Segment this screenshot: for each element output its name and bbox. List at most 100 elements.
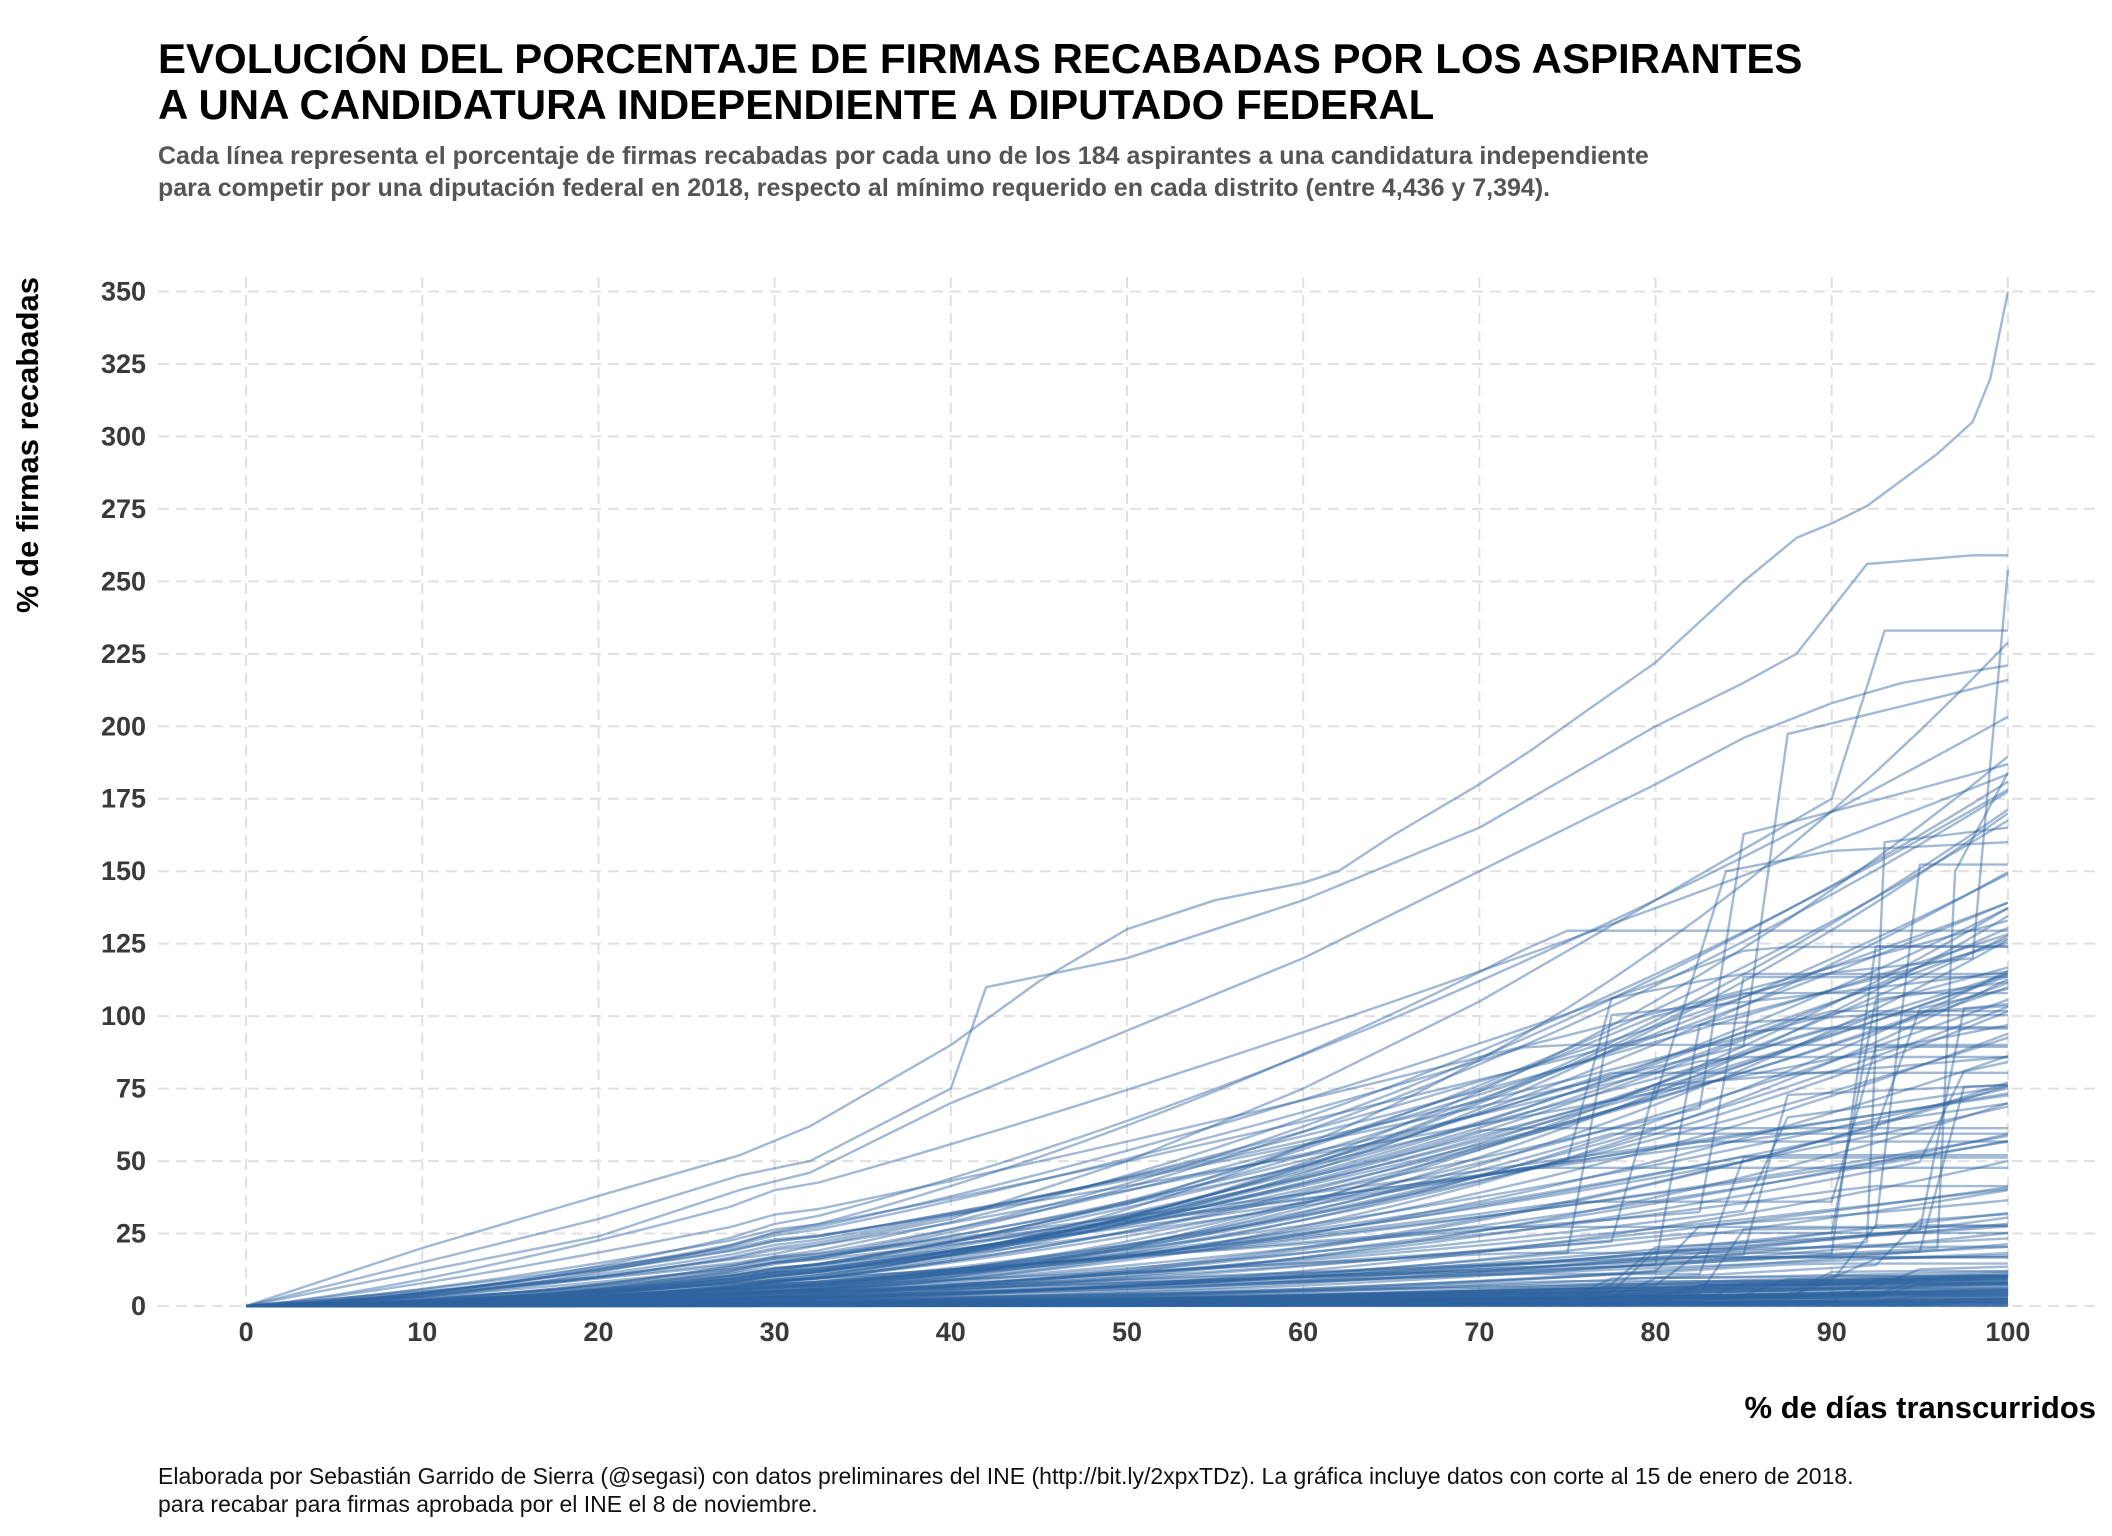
series-line — [246, 1301, 2008, 1308]
series-line — [246, 1270, 2008, 1308]
series-line — [246, 1297, 2008, 1308]
series-line — [246, 1276, 2008, 1308]
series-line — [246, 934, 2009, 1308]
series-line — [246, 975, 2009, 1308]
series-line — [246, 1153, 2008, 1308]
y-tick-label: 25 — [116, 1219, 146, 1249]
series-line — [246, 1299, 2008, 1308]
series-line — [246, 907, 2009, 1308]
series-line — [246, 907, 2009, 1308]
series-line — [246, 1045, 2008, 1308]
series-line — [246, 1222, 2009, 1308]
x-axis-ticks: 0 10 20 30 40 50 60 70 80 90 100 — [239, 1317, 2031, 1347]
series-line — [246, 1274, 2008, 1308]
series-line — [246, 841, 2008, 1308]
series-line — [246, 1303, 2008, 1308]
series-line — [246, 788, 2009, 1308]
series-line — [246, 1271, 2008, 1308]
series-line — [246, 933, 2009, 1308]
series-line — [246, 1274, 2008, 1308]
series-line — [246, 819, 2009, 1308]
x-tick-label: 90 — [1817, 1317, 1847, 1347]
series-line — [246, 987, 2009, 1308]
series-line — [246, 1134, 2009, 1308]
series-line — [246, 569, 2010, 1308]
series-line — [246, 780, 2009, 1308]
series-line — [246, 1054, 2009, 1308]
x-tick-label: 20 — [583, 1317, 613, 1347]
series-line — [245, 291, 2010, 1308]
series-line — [246, 1279, 2008, 1308]
series-line — [246, 1224, 2008, 1308]
y-tick-label: 0 — [131, 1291, 146, 1321]
series-line — [246, 1297, 2008, 1308]
series-line — [246, 812, 2009, 1308]
series-line — [246, 1084, 2009, 1308]
series-line — [246, 1294, 2008, 1308]
series-line — [246, 1287, 2008, 1308]
series-line — [246, 1245, 2008, 1308]
series-line — [246, 1280, 2008, 1308]
series-line — [246, 1184, 2008, 1308]
chart-subtitle-line-1: Cada línea representa el porcentaje de f… — [158, 142, 1649, 170]
series-line — [246, 1043, 2008, 1308]
series-line — [246, 1300, 2008, 1308]
series-line — [246, 1275, 2008, 1308]
series-line — [246, 1301, 2008, 1308]
series-line — [246, 937, 2009, 1308]
series-line — [246, 970, 2009, 1308]
series-line — [245, 919, 2009, 1308]
series-line — [246, 1185, 2009, 1308]
series-line — [246, 1216, 2009, 1308]
chart-caption-line-2: para recabar para firmas aprobada por el… — [158, 1491, 818, 1517]
series-line — [246, 1211, 2009, 1308]
series-line — [246, 1032, 2009, 1308]
series-line — [246, 1101, 2009, 1308]
chart-title-line-1: EVOLUCIÓN DEL PORCENTAJE DE FIRMAS RECAB… — [158, 35, 1803, 82]
series-line — [246, 1292, 2008, 1308]
series-line — [246, 1296, 2008, 1308]
y-tick-label: 150 — [101, 856, 146, 886]
series-line — [246, 1140, 2008, 1308]
y-tick-label: 200 — [101, 711, 146, 741]
series-line — [246, 1060, 2009, 1308]
series-lines — [245, 291, 2010, 1308]
series-line — [246, 1293, 2008, 1308]
series-line — [246, 1083, 2008, 1308]
series-line — [246, 975, 2008, 1308]
series-line — [246, 1282, 2008, 1308]
series-line — [246, 1280, 2008, 1308]
series-line — [246, 1245, 2008, 1308]
series-line — [246, 1300, 2008, 1308]
series-line — [246, 1094, 2009, 1308]
series-line — [246, 1277, 2008, 1308]
series-line — [246, 1301, 2008, 1308]
series-line — [246, 1282, 2008, 1308]
series-line — [246, 915, 2009, 1308]
series-line — [246, 1284, 2008, 1308]
series-line — [246, 1071, 2008, 1308]
series-line — [246, 1255, 2008, 1308]
series-line — [246, 772, 2009, 1308]
series-line — [246, 1281, 2008, 1308]
series-line — [246, 1297, 2008, 1308]
series-line — [246, 1273, 2008, 1308]
series-line — [246, 678, 2009, 1308]
series-line — [246, 715, 2009, 1308]
series-line — [246, 1282, 2008, 1308]
y-tick-label: 125 — [101, 929, 146, 959]
series-line — [246, 1105, 2009, 1308]
y-tick-label: 75 — [116, 1074, 146, 1104]
series-line — [246, 629, 2008, 1308]
series-line — [246, 1254, 2008, 1308]
chart-subtitle: Cada línea representa el porcentaje de f… — [158, 140, 2078, 204]
series-line — [246, 1297, 2008, 1308]
series-line — [246, 1265, 2008, 1308]
y-tick-label: 175 — [101, 784, 146, 814]
series-line — [246, 808, 2009, 1308]
grid-lines — [158, 277, 2096, 1307]
series-line — [246, 1132, 2009, 1308]
series-line — [246, 1298, 2008, 1308]
series-line — [246, 966, 2009, 1308]
